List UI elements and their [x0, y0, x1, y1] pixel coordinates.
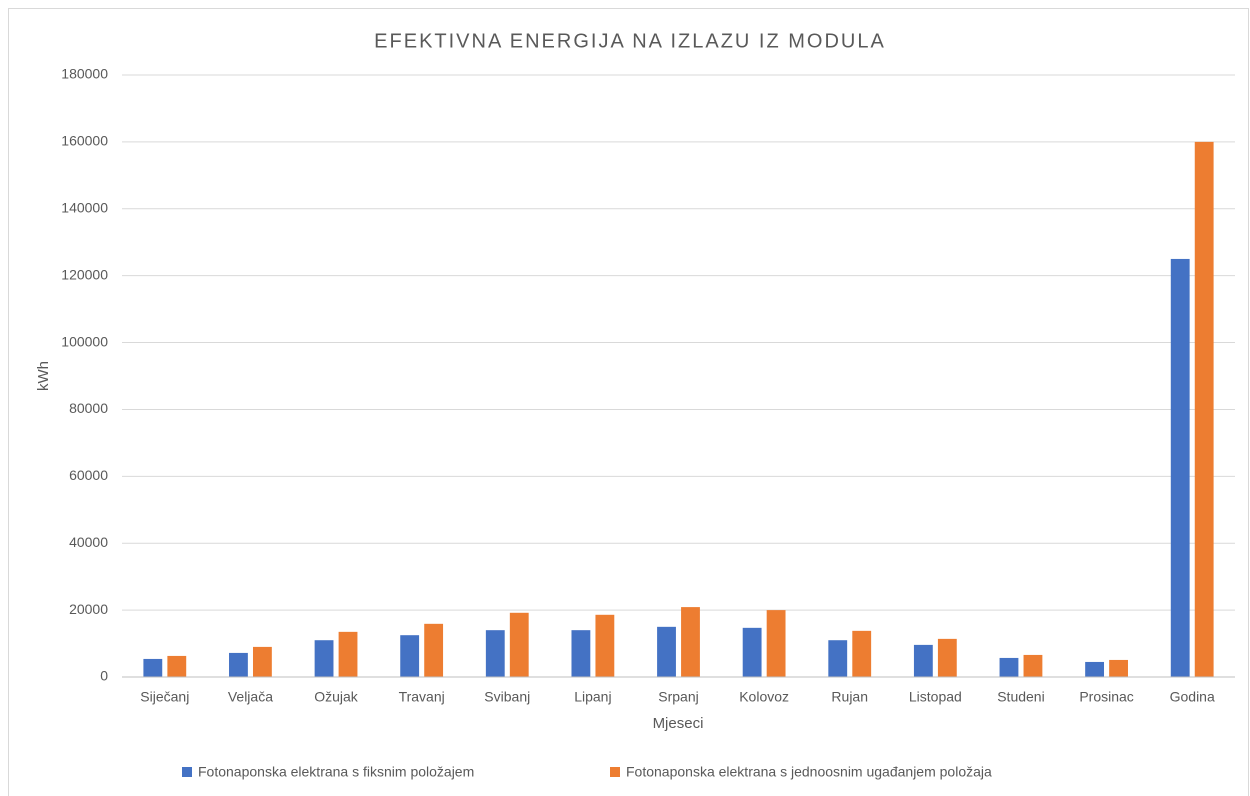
legend-label: Fotonaponska elektrana s jednoosnim ugađ…: [626, 764, 992, 780]
bar: [742, 627, 762, 677]
bar: [595, 614, 615, 677]
x-tick-label: Studeni: [997, 689, 1044, 705]
x-tick-label: Lipanj: [574, 689, 611, 705]
x-tick-label: Travanj: [399, 689, 445, 705]
bar: [828, 640, 848, 677]
bar: [1109, 659, 1128, 677]
y-tick-label: 0: [100, 668, 108, 684]
y-tick-label: 140000: [61, 199, 108, 215]
x-tick-label: Listopad: [909, 689, 962, 705]
y-axis-label: kWh: [35, 361, 52, 391]
y-tick-label: 120000: [61, 266, 108, 282]
legend-label: Fotonaponska elektrana s fiksnim položaj…: [198, 764, 474, 780]
bar: [681, 607, 700, 677]
chart-border: [8, 8, 1249, 796]
bar: [913, 644, 933, 677]
y-tick-label: 80000: [69, 400, 108, 416]
bar: [852, 630, 872, 677]
bar: [143, 658, 163, 677]
bar: [1085, 661, 1105, 677]
bar: [571, 630, 591, 677]
x-tick-label: Svibanj: [484, 689, 530, 705]
x-axis-label: Mjeseci: [653, 715, 704, 732]
x-tick-label: Godina: [1170, 689, 1215, 705]
bar: [167, 655, 187, 677]
y-tick-label: 100000: [61, 333, 108, 349]
x-tick-label: Prosinac: [1079, 689, 1133, 705]
bar: [229, 652, 248, 677]
x-tick-label: Kolovoz: [739, 689, 789, 705]
x-tick-label: Rujan: [831, 689, 868, 705]
bar: [937, 638, 957, 677]
legend-swatch: [182, 767, 192, 777]
bar: [1194, 141, 1214, 677]
bar: [424, 623, 444, 677]
bar: [314, 640, 334, 677]
y-tick-label: 180000: [61, 66, 108, 82]
bar: [485, 630, 505, 677]
bar: [1023, 654, 1043, 677]
x-tick-label: Siječanj: [140, 689, 189, 705]
chart-title: EFEKTIVNA ENERGIJA NA IZLAZU IZ MODULA: [374, 30, 886, 52]
x-tick-label: Ožujak: [314, 689, 359, 705]
x-tick-label: Veljača: [228, 689, 273, 705]
bar: [999, 657, 1019, 677]
bar: [1170, 258, 1190, 677]
legend-swatch: [610, 767, 620, 777]
bar: [766, 610, 786, 677]
y-tick-label: 20000: [69, 601, 108, 617]
y-tick-label: 160000: [61, 133, 108, 149]
bar: [338, 631, 358, 677]
bar: [509, 612, 529, 677]
bar: [400, 635, 420, 677]
x-tick-label: Srpanj: [658, 689, 698, 705]
bar: [252, 646, 272, 677]
bar: [657, 626, 676, 677]
y-tick-label: 40000: [69, 534, 108, 550]
y-tick-label: 60000: [69, 467, 108, 483]
